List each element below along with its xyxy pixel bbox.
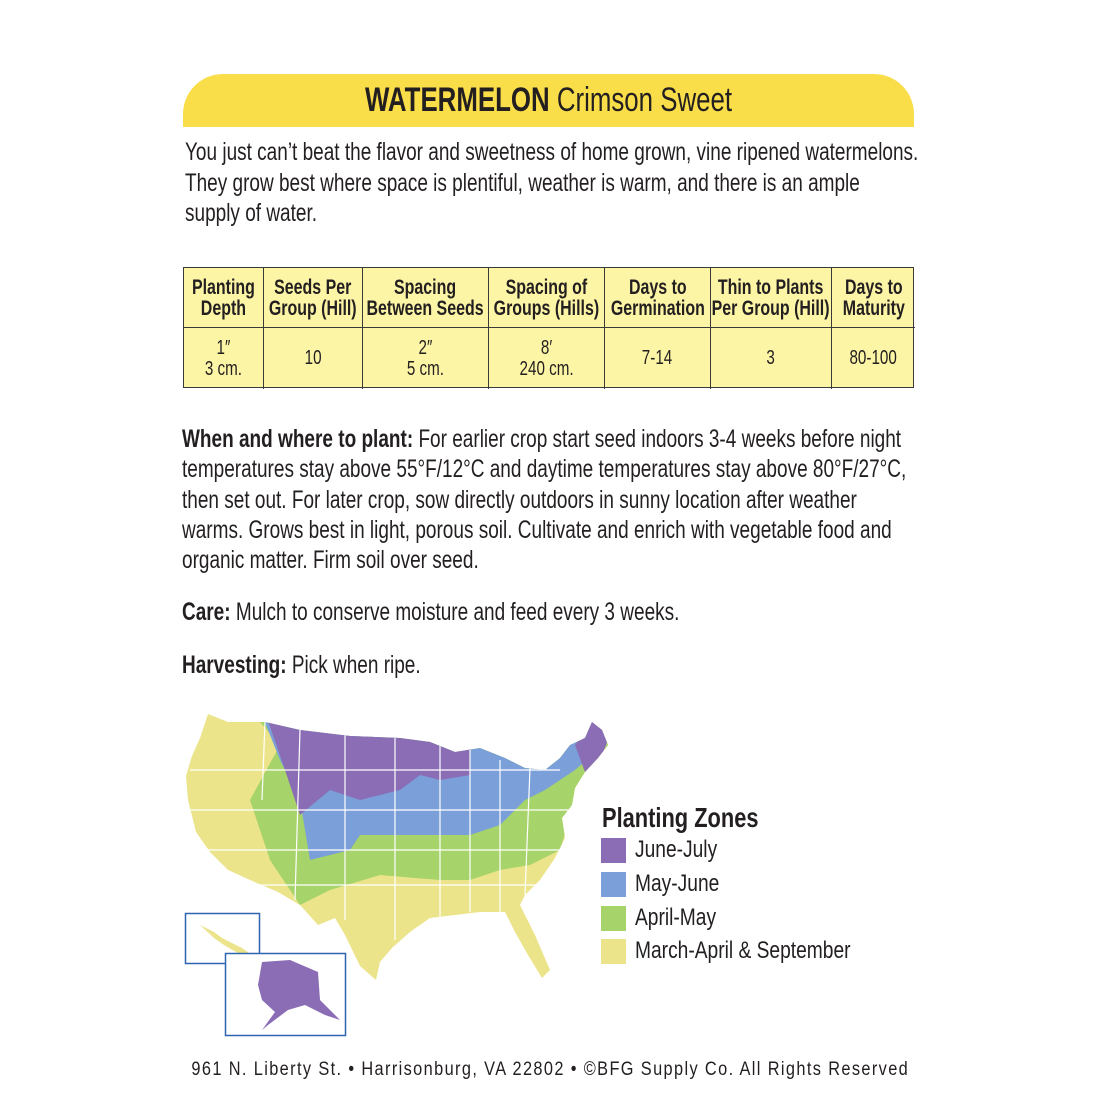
section-label: Care:	[182, 598, 231, 626]
footer-address: 961 N. Liberty St. • Harrisonburg, VA 22…	[191, 1059, 909, 1080]
intro-paragraph: You just can’t beat the flavor and sweet…	[185, 138, 919, 227]
planting-table: Planting Depth Seeds Per Group (Hill) Sp…	[183, 267, 915, 389]
legend-item: May-June	[601, 870, 740, 898]
state-borders	[190, 721, 570, 940]
harvesting-section: Harvesting: Pick when ripe.	[182, 650, 915, 680]
hawaii-shape	[200, 925, 252, 958]
variety-name: Crimson Sweet	[556, 81, 733, 119]
table-value-cell: 10	[264, 328, 363, 389]
section-text: Pick when ripe.	[291, 651, 421, 679]
table-value-cell: 7-14	[605, 328, 711, 389]
table-header-cell: Thin to Plants Per Group (Hill)	[711, 268, 832, 328]
section-text: Mulch to conserve moisture and feed ever…	[235, 598, 680, 626]
legend-item: March-April & September	[601, 937, 904, 965]
section-text: For earlier crop start seed indoors 3-4 …	[182, 425, 907, 575]
table-header-cell: Planting Depth	[184, 268, 264, 328]
table-header-cell: Spacing Between Seeds	[363, 268, 489, 328]
table-value-cell: 3	[711, 328, 832, 389]
table-value-cell: 1″ 3 cm.	[184, 328, 264, 389]
legend-swatch	[601, 871, 626, 897]
table-value-cell: 2″ 5 cm.	[363, 328, 489, 389]
table-header-cell: Days to Germination	[605, 268, 711, 328]
legend-swatch	[601, 938, 626, 964]
table-header-cell: Days to Maturity	[832, 268, 915, 328]
legend-title: Planting Zones	[602, 802, 759, 833]
title-banner: WATERMELON Crimson Sweet	[183, 74, 914, 127]
table-header-cell: Seeds Per Group (Hill)	[264, 268, 363, 328]
crop-name: WATERMELON	[364, 81, 550, 119]
section-label: When and where to plant:	[182, 425, 414, 453]
legend-swatch	[601, 837, 626, 863]
legend-item: April-May	[601, 904, 736, 932]
legend-item: June-July	[601, 836, 738, 864]
care-section: Care: Mulch to conserve moisture and fee…	[182, 597, 915, 627]
section-label: Harvesting:	[182, 651, 287, 679]
table-value-cell: 8′ 240 cm.	[489, 328, 605, 389]
alaska-shape	[258, 960, 340, 1030]
table-header-cell: Spacing of Groups (Hills)	[489, 268, 605, 328]
legend-swatch	[601, 905, 626, 931]
when-where-section: When and where to plant: For earlier cro…	[182, 424, 915, 575]
table-value-cell: 80-100	[849, 347, 898, 369]
